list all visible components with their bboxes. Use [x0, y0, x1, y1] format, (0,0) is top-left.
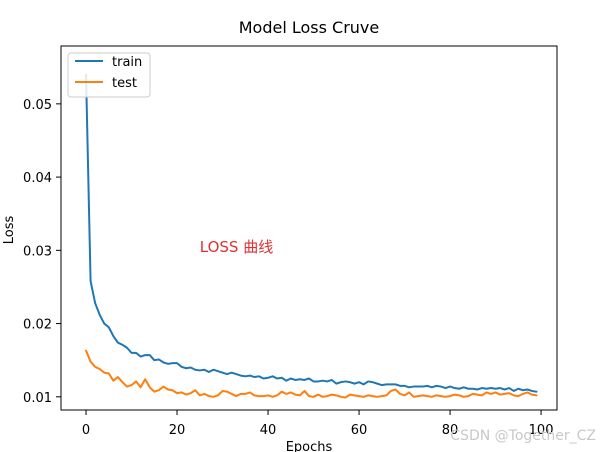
x-axis-ticks: 0 20 40 60 80 100 — [82, 410, 554, 438]
y-tick-label: 0.04 — [23, 171, 52, 186]
series-line-train — [85, 73, 538, 393]
x-tick-label: 60 — [351, 423, 368, 438]
y-tick-label: 0.02 — [23, 318, 52, 333]
y-axis-label: Loss — [2, 216, 17, 245]
y-tick-label: 0.05 — [23, 98, 52, 113]
legend-label-test: test — [112, 76, 137, 91]
chart-legend: train test — [67, 52, 151, 98]
x-tick-label: 80 — [442, 423, 459, 438]
y-tick-label: 0.03 — [23, 244, 52, 259]
x-tick-label: 40 — [260, 423, 277, 438]
x-tick-label: 20 — [169, 423, 186, 438]
y-tick-label: 0.01 — [23, 391, 52, 406]
loss-curve-annotation: LOSS 曲线 — [200, 238, 273, 256]
chart-title: Model Loss Cruve — [239, 18, 380, 37]
x-tick-label: 0 — [82, 423, 90, 438]
legend-box — [67, 52, 151, 98]
plot-frame — [60, 45, 558, 411]
plot-area: 0 20 40 60 80 100 0.01 0.02 0.03 0.04 0.05 — [23, 45, 558, 438]
series-layer — [85, 73, 538, 399]
legend-label-train: train — [112, 55, 142, 70]
x-tick-label: 100 — [529, 423, 554, 438]
series-line-test — [85, 349, 538, 399]
x-axis-label: Epochs — [286, 440, 333, 452]
y-axis-ticks: 0.01 0.02 0.03 0.04 0.05 — [23, 98, 61, 406]
csdn-watermark: CSDN @Together_CZ — [450, 428, 596, 444]
